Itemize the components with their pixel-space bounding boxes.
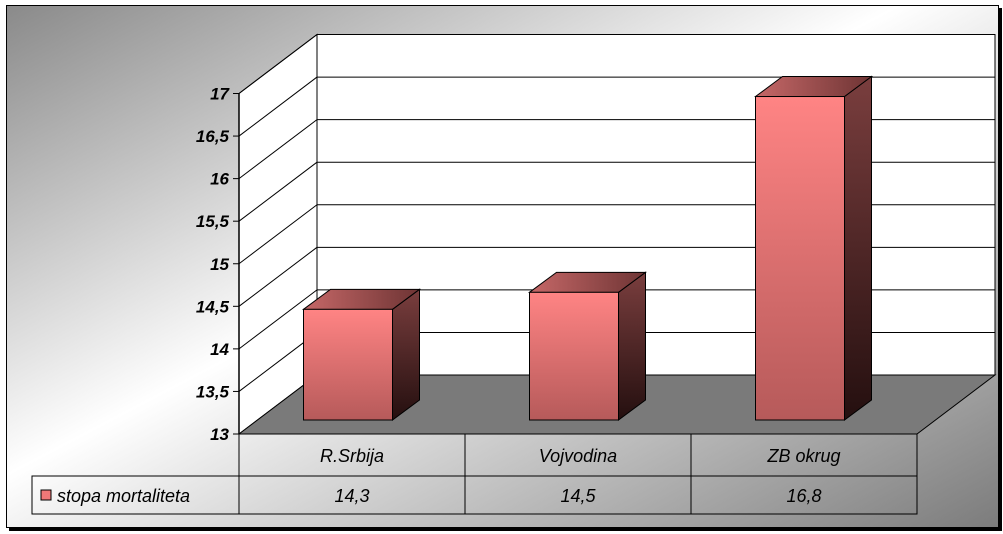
data-table-value: 16,8 bbox=[786, 486, 821, 506]
gridline-side bbox=[238, 289, 318, 350]
y-tick-label: 15 bbox=[210, 255, 229, 274]
x-category-label: Vojvodina bbox=[539, 446, 617, 466]
y-tick-label: 14 bbox=[210, 340, 229, 359]
y-tick-label: 14,5 bbox=[196, 297, 230, 316]
bar-side bbox=[844, 75, 872, 421]
bar-side bbox=[618, 271, 646, 421]
legend-swatch bbox=[40, 489, 52, 501]
bar-side bbox=[392, 288, 420, 421]
y-tick-label: 17 bbox=[210, 85, 230, 104]
y-tick-label: 15,5 bbox=[196, 212, 230, 231]
bar bbox=[303, 308, 393, 421]
gridline-side bbox=[238, 119, 318, 180]
y-tick-label: 13 bbox=[210, 425, 229, 444]
bar-chart: 13 13,5 14 14,5 15 15,5 16 16,5 17 R.Srbija 14,3 V… bbox=[7, 6, 998, 527]
y-tick-label: 16,5 bbox=[196, 127, 230, 146]
y-tick-label: 16 bbox=[210, 170, 229, 189]
x-category-label: ZB okrug bbox=[766, 446, 840, 466]
chart-frame: 13 13,5 14 14,5 15 15,5 16 16,5 17 R.Srbija 14,3 V… bbox=[6, 5, 999, 528]
y-tick-label: 13,5 bbox=[196, 382, 230, 401]
gridline-side bbox=[238, 76, 318, 137]
gridline-side bbox=[238, 161, 318, 222]
data-table-value: 14,5 bbox=[560, 486, 596, 506]
legend-series-label: stopa mortaliteta bbox=[57, 486, 190, 506]
data-table-value: 14,3 bbox=[334, 486, 369, 506]
gridline-side bbox=[238, 34, 318, 94]
data-table bbox=[238, 433, 918, 515]
bar bbox=[755, 96, 845, 421]
x-category-label: R.Srbija bbox=[320, 446, 384, 466]
bar bbox=[529, 291, 619, 421]
gridline-side bbox=[238, 204, 318, 265]
data-table-key-cell bbox=[31, 475, 240, 515]
gridline-side bbox=[238, 246, 318, 307]
